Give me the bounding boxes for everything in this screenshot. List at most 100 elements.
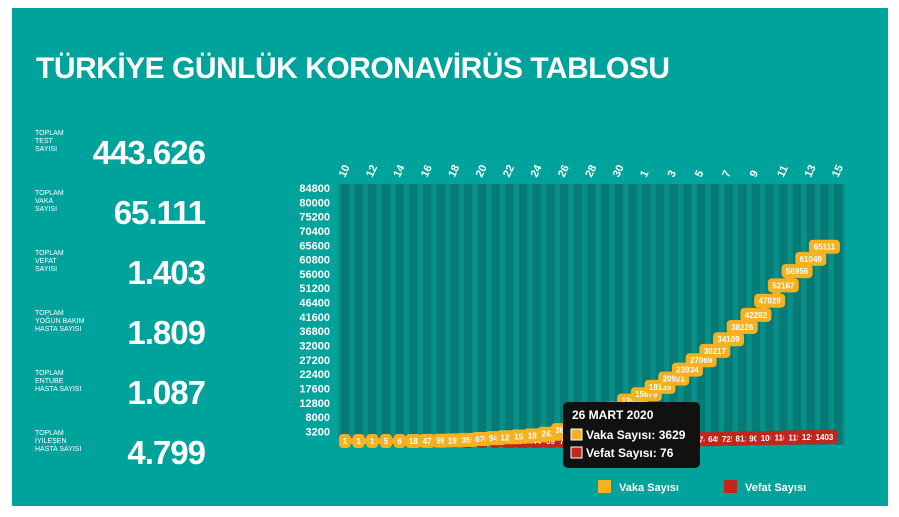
point-label: 52167 xyxy=(772,281,795,290)
point-label: 1296 xyxy=(802,433,820,442)
point-label-box xyxy=(795,251,827,266)
column-stripe xyxy=(546,184,555,445)
point-label-box xyxy=(338,433,351,448)
column-stripe xyxy=(806,184,815,445)
point-label: 38226 xyxy=(731,323,754,332)
column-stripe xyxy=(834,184,843,445)
stat-value: 1.809 xyxy=(127,314,206,351)
legend-swatch xyxy=(598,480,611,493)
y-tick-label: 12800 xyxy=(299,398,330,410)
y-tick-label: 27200 xyxy=(299,355,330,367)
column-stripe xyxy=(491,184,500,445)
y-tick-label: 41600 xyxy=(299,312,330,324)
point-label-box xyxy=(393,433,406,448)
tooltip-item: Vefat Sayısı: 76 xyxy=(586,446,674,460)
point-label: 649 xyxy=(708,435,722,444)
point-label: 47029 xyxy=(759,297,782,306)
tooltip-swatch xyxy=(570,446,583,459)
point-label: 59 xyxy=(546,437,555,446)
legend-label: Vaka Sayısı xyxy=(619,482,679,494)
point-label-box xyxy=(808,239,840,254)
point-label: 1 xyxy=(370,437,375,446)
stat-label: TOPLAM TEST SAYISI xyxy=(35,130,64,153)
point-label-box xyxy=(811,429,838,444)
point-label: 18 xyxy=(409,437,418,446)
stat-label: TOPLAM VAKA SAYISI xyxy=(35,190,64,213)
point-label: 42282 xyxy=(745,311,768,320)
column-stripe xyxy=(614,184,624,445)
column-stripe xyxy=(820,184,829,445)
point-label: 2433 xyxy=(541,430,559,439)
point-label: 47 xyxy=(423,437,432,446)
x-tick-label: 22 xyxy=(501,163,517,179)
x-tick-label: 1 xyxy=(638,169,651,180)
point-label: 670 xyxy=(475,435,489,444)
y-tick-label: 36800 xyxy=(299,326,330,338)
point-label-box xyxy=(781,264,813,279)
point-label: 20921 xyxy=(663,375,686,384)
stat-label: TOPLAM İYİLEŞEN HASTA SAYISI xyxy=(35,430,82,453)
y-tick-label: 65600 xyxy=(299,240,330,252)
column-stripe xyxy=(779,184,788,445)
x-tick-label: 14 xyxy=(392,162,408,179)
x-tick-label: 26 xyxy=(556,163,572,179)
y-tick-label: 3200 xyxy=(306,426,330,438)
point-label-box xyxy=(699,343,731,358)
point-label-box xyxy=(713,332,745,347)
column-stripe xyxy=(409,184,418,445)
tooltip-item: Vaka Sayısı: 3629 xyxy=(586,428,686,442)
point-label: 15679 xyxy=(635,390,658,399)
point-label: 812 xyxy=(736,435,750,444)
point-label-box xyxy=(767,278,799,293)
point-label: 1236 xyxy=(500,433,518,442)
column-stripe xyxy=(518,184,528,445)
x-tick-label: 5 xyxy=(693,169,706,180)
point-label: 725 xyxy=(722,435,736,444)
column-stripe xyxy=(587,184,596,445)
stat-value: 1.087 xyxy=(127,374,206,411)
column-stripe xyxy=(532,184,541,445)
point-label-box xyxy=(419,433,436,448)
y-tick-label: 22400 xyxy=(299,369,330,381)
column-stripe xyxy=(505,184,514,445)
x-tick-label: 24 xyxy=(529,162,545,179)
column-stripe xyxy=(669,184,678,445)
point-label: 1 xyxy=(356,437,361,446)
x-tick-label: 13 xyxy=(803,163,819,179)
point-label: 908 xyxy=(749,434,763,443)
x-tick-label: 16 xyxy=(419,163,435,179)
tooltip-title: 26 MART 2020 xyxy=(572,408,654,422)
stat-value: 443.626 xyxy=(92,134,206,171)
point-label: 1 xyxy=(343,437,348,446)
column-stripe xyxy=(697,184,706,445)
stat: TOPLAM ENTUBE HASTA SAYISI 1.087 xyxy=(35,370,206,420)
column-stripe xyxy=(340,184,349,445)
column-stripe xyxy=(792,184,802,445)
column-stripe xyxy=(573,184,582,445)
y-tick-label: 75200 xyxy=(299,212,330,224)
point-label-box xyxy=(352,433,365,448)
x-tick-label: 28 xyxy=(583,163,599,179)
stat-label: TOPLAM VEFAT SAYISI xyxy=(35,250,64,273)
y-tick-label: 84800 xyxy=(299,183,330,195)
column-stripe xyxy=(559,184,569,445)
y-tick-label: 46400 xyxy=(299,298,330,310)
column-stripe xyxy=(422,184,432,445)
page-title: TÜRKİYE GÜNLÜK KORONAVİRÜS TABLOSU xyxy=(36,52,670,85)
column-stripe xyxy=(628,184,637,445)
point-label: 1006 xyxy=(761,434,779,443)
point-label: 98 xyxy=(436,437,445,446)
point-label: 56956 xyxy=(786,267,809,276)
x-tick-label: 10 xyxy=(337,163,353,179)
point-label: 61049 xyxy=(800,255,823,264)
column-stripe xyxy=(477,184,486,445)
column-stripe xyxy=(601,184,610,445)
point-label: 30217 xyxy=(704,347,727,356)
y-tick-label: 32000 xyxy=(299,341,330,353)
point-label: 5 xyxy=(384,437,389,446)
point-label: 191 xyxy=(448,436,462,445)
column-stripe xyxy=(395,184,404,445)
y-tick-label: 17600 xyxy=(299,383,330,395)
stat: TOPLAM VAKA SAYISI 65.111 xyxy=(35,190,206,240)
y-tick-label: 80000 xyxy=(299,197,330,209)
